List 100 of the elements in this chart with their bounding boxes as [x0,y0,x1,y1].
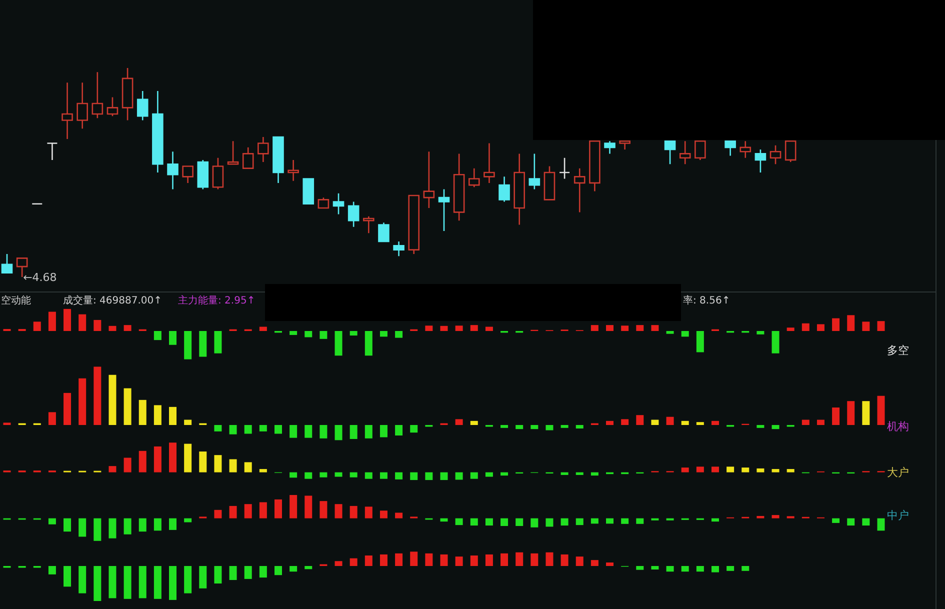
candlestick [46,142,58,161]
candlestick [438,188,450,232]
bar [772,425,780,430]
bar [832,318,840,331]
bar [259,425,267,432]
bar [832,518,840,523]
candlestick [76,82,88,130]
bar [184,331,192,360]
candlestick [604,140,616,154]
bar [455,326,463,331]
bar [546,425,554,430]
bar [772,469,780,472]
bar [606,562,614,566]
bar [199,452,207,472]
candlestick [558,157,570,180]
candlestick [544,166,556,200]
bar [621,326,629,331]
candlestick [258,136,269,163]
bar [154,446,162,472]
candlestick [152,90,164,174]
bar [862,518,870,526]
series-label: 多空 [887,344,909,357]
bar [726,466,734,472]
bar [651,566,659,570]
bar [395,472,403,480]
bar [350,331,358,336]
bar [711,566,719,572]
bar [108,374,116,425]
candlestick [242,146,254,169]
candlestick [227,140,239,165]
bar [350,506,358,518]
bar [138,518,146,532]
bar [530,425,538,430]
bar [64,566,72,587]
bar [530,518,538,528]
candlestick [363,216,374,234]
bar [320,472,328,478]
bar [711,518,719,522]
candlestick [288,159,299,182]
bar [304,425,312,438]
bar [380,510,388,518]
bar [350,425,358,439]
bar [410,552,418,566]
bar [877,321,885,331]
text: 率: 8.56↑ [683,294,730,306]
bar [320,425,328,438]
bar [590,325,598,331]
candlestick [498,176,510,202]
bar [78,314,86,331]
bar [862,322,870,331]
bar [259,469,267,472]
bar [410,472,418,480]
candlestick [484,142,495,184]
bar [334,561,342,566]
bar [290,495,298,518]
bar [516,518,524,526]
bar [786,328,794,331]
bar [576,556,584,566]
bar [229,506,237,518]
bar [290,472,298,478]
bar [154,331,162,340]
bar [696,466,704,472]
series-label: 中户 [887,509,909,522]
bar [395,425,403,436]
bar [590,560,598,566]
candlestick [619,140,630,150]
bar [485,518,493,526]
bar [124,325,132,331]
bar [440,472,448,480]
bar [455,518,463,526]
bar [756,425,764,428]
bar [440,326,448,331]
bar [334,472,342,477]
bar [651,325,659,331]
bar [756,516,764,518]
bar [410,425,418,433]
bar [546,552,554,566]
bar [636,415,644,425]
bar [500,425,508,428]
bar [590,518,598,524]
bar [154,518,162,531]
bar [590,472,598,476]
bar [470,420,478,425]
bar [48,518,56,524]
bar [184,444,192,472]
candlestick [92,72,104,119]
bar [364,331,372,356]
bar [425,553,433,566]
bar [742,566,750,571]
candlestick [167,150,178,190]
bar [636,518,644,524]
bar [576,472,584,475]
bar [108,466,116,472]
bar [124,518,132,534]
bar [259,502,267,518]
bar [229,425,237,434]
bar [108,566,116,598]
bar [244,504,252,518]
series-label: 大户 [887,466,909,480]
candlestick [740,140,752,159]
